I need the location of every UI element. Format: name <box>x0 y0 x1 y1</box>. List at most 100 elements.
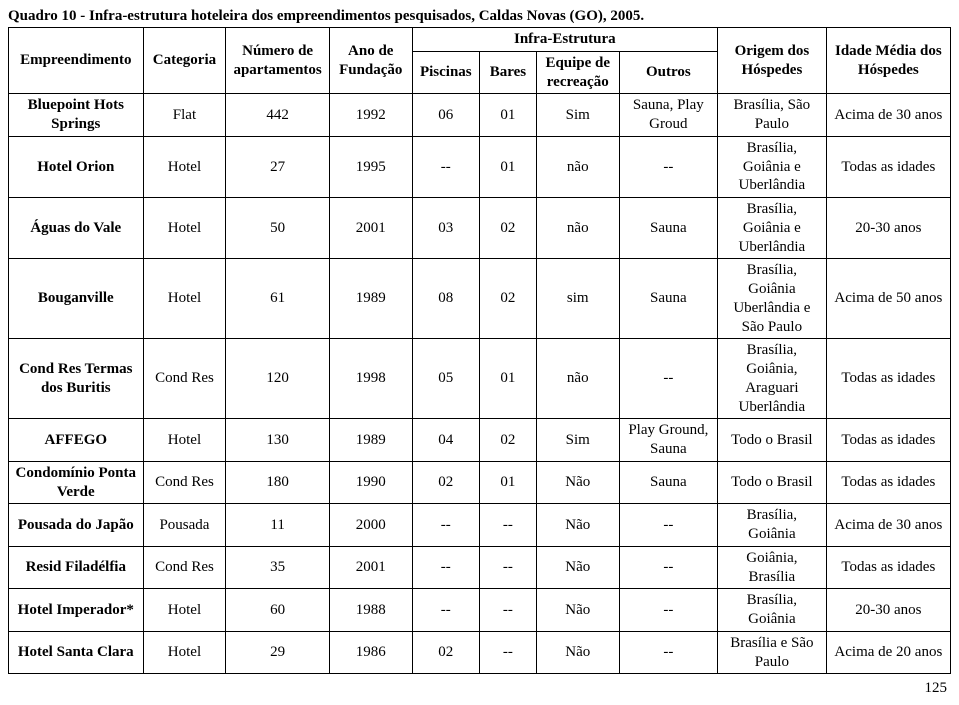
cell-orig: Brasília, São Paulo <box>718 94 827 137</box>
cell-cat: Cond Res <box>143 546 226 589</box>
table-row: Hotel Santa ClaraHotel29198602--Não--Bra… <box>9 631 951 674</box>
cell-idade: Todas as idades <box>826 136 950 197</box>
cell-emp: Condomínio Ponta Verde <box>9 461 144 504</box>
cell-orig: Brasília, Goiânia e Uberlândia <box>718 198 827 259</box>
cell-emp: Cond Res Termas dos Buritis <box>9 339 144 419</box>
header-outros: Outros <box>619 51 717 94</box>
header-piscinas: Piscinas <box>412 51 479 94</box>
cell-ano: 1989 <box>329 419 412 462</box>
cell-ano: 2001 <box>329 546 412 589</box>
table-row: AFFEGOHotel13019890402SimPlay Ground, Sa… <box>9 419 951 462</box>
header-row-1: Empreendimento Categoria Número de apart… <box>9 28 951 52</box>
table-row: Pousada do JapãoPousada112000----Não--Br… <box>9 504 951 547</box>
cell-idade: Acima de 20 anos <box>826 631 950 674</box>
cell-ano: 1995 <box>329 136 412 197</box>
cell-cat: Pousada <box>143 504 226 547</box>
cell-num: 29 <box>226 631 330 674</box>
hotel-infrastructure-table: Empreendimento Categoria Número de apart… <box>8 27 951 674</box>
cell-bar: -- <box>479 631 536 674</box>
cell-bar: 02 <box>479 419 536 462</box>
cell-ano: 2000 <box>329 504 412 547</box>
cell-bar: 01 <box>479 339 536 419</box>
cell-emp: AFFEGO <box>9 419 144 462</box>
cell-out: Play Ground, Sauna <box>619 419 717 462</box>
cell-num: 11 <box>226 504 330 547</box>
cell-bar: -- <box>479 504 536 547</box>
cell-pisc: -- <box>412 504 479 547</box>
header-ano-fundacao: Ano de Fundação <box>329 28 412 94</box>
table-row: Condomínio Ponta VerdeCond Res1801990020… <box>9 461 951 504</box>
cell-pisc: 08 <box>412 259 479 339</box>
cell-eq: Não <box>536 504 619 547</box>
cell-emp: Hotel Imperador* <box>9 589 144 632</box>
cell-cat: Hotel <box>143 589 226 632</box>
cell-orig: Brasília e São Paulo <box>718 631 827 674</box>
cell-bar: -- <box>479 546 536 589</box>
cell-eq: Sim <box>536 94 619 137</box>
cell-idade: Todas as idades <box>826 461 950 504</box>
cell-idade: Todas as idades <box>826 419 950 462</box>
table-row: Bluepoint Hots SpringsFlat44219920601Sim… <box>9 94 951 137</box>
table-row: Cond Res Termas dos BuritisCond Res12019… <box>9 339 951 419</box>
cell-pisc: 06 <box>412 94 479 137</box>
cell-ano: 1998 <box>329 339 412 419</box>
cell-cat: Hotel <box>143 631 226 674</box>
cell-cat: Hotel <box>143 419 226 462</box>
cell-pisc: 02 <box>412 461 479 504</box>
cell-ano: 1988 <box>329 589 412 632</box>
cell-ano: 1989 <box>329 259 412 339</box>
cell-emp: Bluepoint Hots Springs <box>9 94 144 137</box>
cell-out: -- <box>619 631 717 674</box>
cell-orig: Brasília, Goiânia <box>718 589 827 632</box>
cell-pisc: -- <box>412 589 479 632</box>
header-origem-hospedes: Origem dos Hóspedes <box>718 28 827 94</box>
cell-emp: Resid Filadélfia <box>9 546 144 589</box>
cell-out: Sauna, Play Groud <box>619 94 717 137</box>
cell-bar: -- <box>479 589 536 632</box>
cell-ano: 1986 <box>329 631 412 674</box>
cell-out: -- <box>619 339 717 419</box>
cell-eq: Sim <box>536 419 619 462</box>
table-caption: Quadro 10 - Infra-estrutura hoteleira do… <box>8 8 951 25</box>
cell-num: 60 <box>226 589 330 632</box>
table-row: Hotel Imperador*Hotel601988----Não--Bras… <box>9 589 951 632</box>
cell-eq: Não <box>536 631 619 674</box>
cell-eq: Não <box>536 461 619 504</box>
cell-bar: 01 <box>479 94 536 137</box>
cell-idade: Acima de 50 anos <box>826 259 950 339</box>
cell-idade: Acima de 30 anos <box>826 504 950 547</box>
cell-num: 180 <box>226 461 330 504</box>
cell-orig: Brasília, Goiânia Uberlândia e São Paulo <box>718 259 827 339</box>
cell-num: 61 <box>226 259 330 339</box>
cell-eq: não <box>536 136 619 197</box>
cell-bar: 01 <box>479 136 536 197</box>
cell-bar: 01 <box>479 461 536 504</box>
cell-idade: 20-30 anos <box>826 198 950 259</box>
cell-pisc: -- <box>412 546 479 589</box>
cell-idade: Acima de 30 anos <box>826 94 950 137</box>
cell-cat: Hotel <box>143 136 226 197</box>
cell-idade: Todas as idades <box>826 546 950 589</box>
cell-emp: Hotel Orion <box>9 136 144 197</box>
cell-emp: Hotel Santa Clara <box>9 631 144 674</box>
header-equipe-recreacao: Equipe de recreação <box>536 51 619 94</box>
cell-eq: não <box>536 198 619 259</box>
header-bares: Bares <box>479 51 536 94</box>
cell-pisc: 03 <box>412 198 479 259</box>
table-row: Resid FiladélfiaCond Res352001----Não--G… <box>9 546 951 589</box>
page-number: 125 <box>8 680 951 697</box>
cell-emp: Bouganville <box>9 259 144 339</box>
cell-out: Sauna <box>619 461 717 504</box>
cell-pisc: -- <box>412 136 479 197</box>
cell-num: 442 <box>226 94 330 137</box>
cell-out: -- <box>619 504 717 547</box>
cell-orig: Brasília, Goiânia, Araguari Uberlândia <box>718 339 827 419</box>
cell-pisc: 05 <box>412 339 479 419</box>
cell-eq: sim <box>536 259 619 339</box>
cell-emp: Pousada do Japão <box>9 504 144 547</box>
cell-cat: Hotel <box>143 198 226 259</box>
cell-orig: Todo o Brasil <box>718 461 827 504</box>
cell-num: 35 <box>226 546 330 589</box>
cell-cat: Cond Res <box>143 339 226 419</box>
cell-num: 50 <box>226 198 330 259</box>
